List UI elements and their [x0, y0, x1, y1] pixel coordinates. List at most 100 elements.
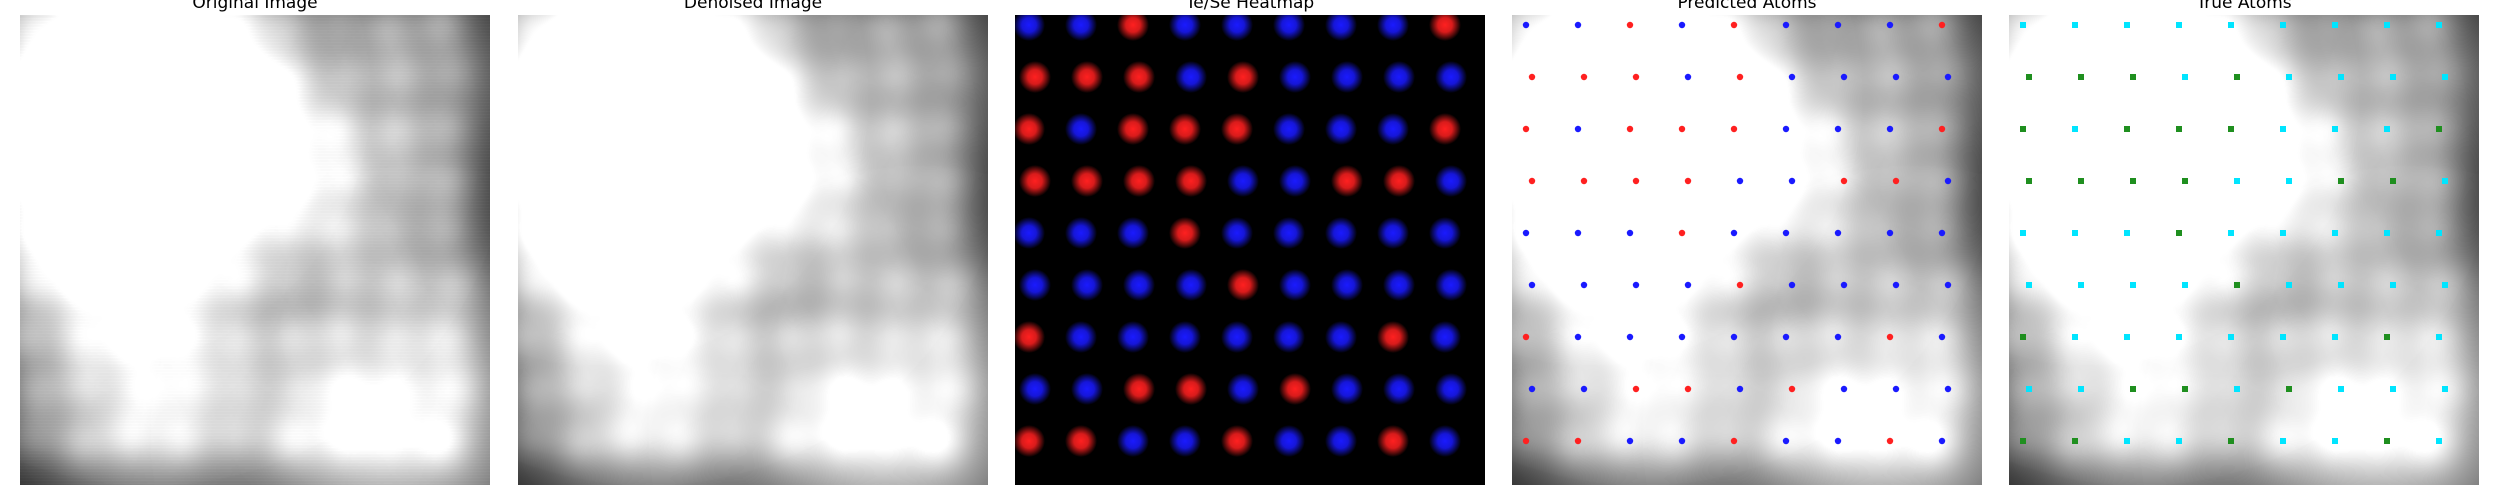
true-atom-green: [2130, 178, 2136, 184]
heatmap-blue-spot: [1019, 269, 1051, 301]
predicted-atom-blue: [1782, 229, 1790, 237]
heatmap-blue-spot: [1325, 15, 1357, 41]
predicted-atom-blue: [1730, 333, 1738, 341]
predicted-atom-blue: [1528, 281, 1536, 289]
te-se-heatmap: [1015, 15, 1485, 485]
true-atom-green: [2130, 386, 2136, 392]
heatmap-blue-spot: [1273, 321, 1305, 353]
predicted-atom-blue: [1782, 125, 1790, 133]
true-atom-green: [2130, 74, 2136, 80]
predicted-atom-red: [1684, 177, 1692, 185]
heatmap-blue-spot: [1221, 217, 1253, 249]
panel-title-denoised: Denoised Image: [683, 0, 823, 13]
heatmap-blue-spot: [1175, 61, 1207, 93]
predicted-atom-red: [1840, 177, 1848, 185]
predicted-atom-red: [1580, 177, 1588, 185]
predicted-atom-blue: [1782, 333, 1790, 341]
heatmap-blue-spot: [1065, 15, 1097, 41]
predicted-atom-blue: [1834, 125, 1842, 133]
predicted-atom-red: [1938, 125, 1946, 133]
true-atom-cyan: [2436, 438, 2442, 444]
heatmap-blue-spot: [1071, 269, 1103, 301]
predicted-atom-blue: [1788, 177, 1796, 185]
true-atom-cyan: [2280, 22, 2286, 28]
true-atom-green: [2078, 74, 2084, 80]
predicted-atom-blue: [1574, 333, 1582, 341]
predicted-atom-blue: [1736, 385, 1744, 393]
predicted-atom-blue: [1632, 281, 1640, 289]
heatmap-blue-spot: [1279, 61, 1311, 93]
true-atom-green: [2390, 178, 2396, 184]
true-atom-cyan: [2332, 438, 2338, 444]
predicted-atom-blue: [1944, 385, 1952, 393]
true-atom-cyan: [2280, 230, 2286, 236]
heatmap-blue-spot: [1325, 321, 1357, 353]
predicted-atom-blue: [1944, 177, 1952, 185]
heatmap-blue-spot: [1117, 425, 1149, 457]
heatmap-blue-spot: [1065, 217, 1097, 249]
heatmap-blue-spot: [1325, 425, 1357, 457]
true-atom-cyan: [2286, 282, 2292, 288]
true-atom-cyan: [2124, 438, 2130, 444]
heatmap-blue-spot: [1273, 15, 1305, 41]
true-atom-cyan: [2124, 22, 2130, 28]
true-atom-cyan: [2390, 282, 2396, 288]
heatmap-blue-spot: [1383, 61, 1415, 93]
heatmap-blue-spot: [1221, 15, 1253, 41]
true-atom-cyan: [2384, 230, 2390, 236]
true-atom-cyan: [2436, 22, 2442, 28]
predicted-atom-red: [1632, 177, 1640, 185]
predicted-atom-blue: [1522, 21, 1530, 29]
true-atom-cyan: [2384, 126, 2390, 132]
panel-title-predicted: Predicted Atoms: [1677, 0, 1817, 13]
predicted-atom-blue: [1938, 333, 1946, 341]
original-image: [20, 15, 490, 485]
predicted-atom-blue: [1574, 21, 1582, 29]
predicted-atom-red: [1626, 21, 1634, 29]
predicted-atom-blue: [1580, 385, 1588, 393]
original-image-panel: Original Image: [20, 0, 490, 500]
true-atom-cyan: [2182, 74, 2188, 80]
heatmap-blue-spot: [1279, 269, 1311, 301]
predicted-atom-blue: [1678, 21, 1686, 29]
heatmap-blue-spot: [1429, 217, 1461, 249]
heatmap-blue-spot: [1273, 113, 1305, 145]
heatmap-blue-spot: [1331, 61, 1363, 93]
true-atom-green: [2182, 386, 2188, 392]
heatmap-red-spot: [1227, 269, 1259, 301]
predicted-atom-blue: [1938, 437, 1946, 445]
predicted-atom-red: [1522, 125, 1530, 133]
predicted-atom-blue: [1840, 73, 1848, 81]
heatmap-red-spot: [1019, 165, 1051, 197]
predicted-atom-red: [1632, 385, 1640, 393]
true-atom-green: [2384, 438, 2390, 444]
panel-title-true: True Atoms: [2196, 0, 2292, 13]
heatmap-blue-spot: [1175, 269, 1207, 301]
heatmap-blue-spot: [1325, 217, 1357, 249]
true-atom-cyan: [2442, 178, 2448, 184]
predicted-atom-blue: [1736, 177, 1744, 185]
heatmap-blue-spot: [1169, 321, 1201, 353]
heatmap-red-spot: [1175, 165, 1207, 197]
true-atom-cyan: [2072, 334, 2078, 340]
true-atom-cyan: [2072, 230, 2078, 236]
predicted-atom-red: [1522, 333, 1530, 341]
predicted-atom-blue: [1522, 229, 1530, 237]
true-atom-green: [2182, 178, 2188, 184]
true-atom-cyan: [2176, 22, 2182, 28]
heatmap-red-spot: [1221, 425, 1253, 457]
heatmap-red-spot: [1071, 165, 1103, 197]
heatmap-panel: Te/Se Heatmap: [1015, 0, 1485, 500]
predicted-atom-blue: [1626, 229, 1634, 237]
predicted-atom-blue: [1528, 385, 1536, 393]
true-atom-cyan: [2020, 22, 2026, 28]
true-atom-cyan: [2228, 334, 2234, 340]
predicted-atom-red: [1730, 125, 1738, 133]
heatmap-red-spot: [1175, 373, 1207, 405]
heatmap-blue-spot: [1169, 425, 1201, 457]
heatmap-blue-spot: [1377, 15, 1409, 41]
predicted-atom-red: [1528, 177, 1536, 185]
heatmap-blue-spot: [1331, 373, 1363, 405]
true-atom-green: [2078, 178, 2084, 184]
true-atoms-overlay: [2020, 22, 2448, 444]
